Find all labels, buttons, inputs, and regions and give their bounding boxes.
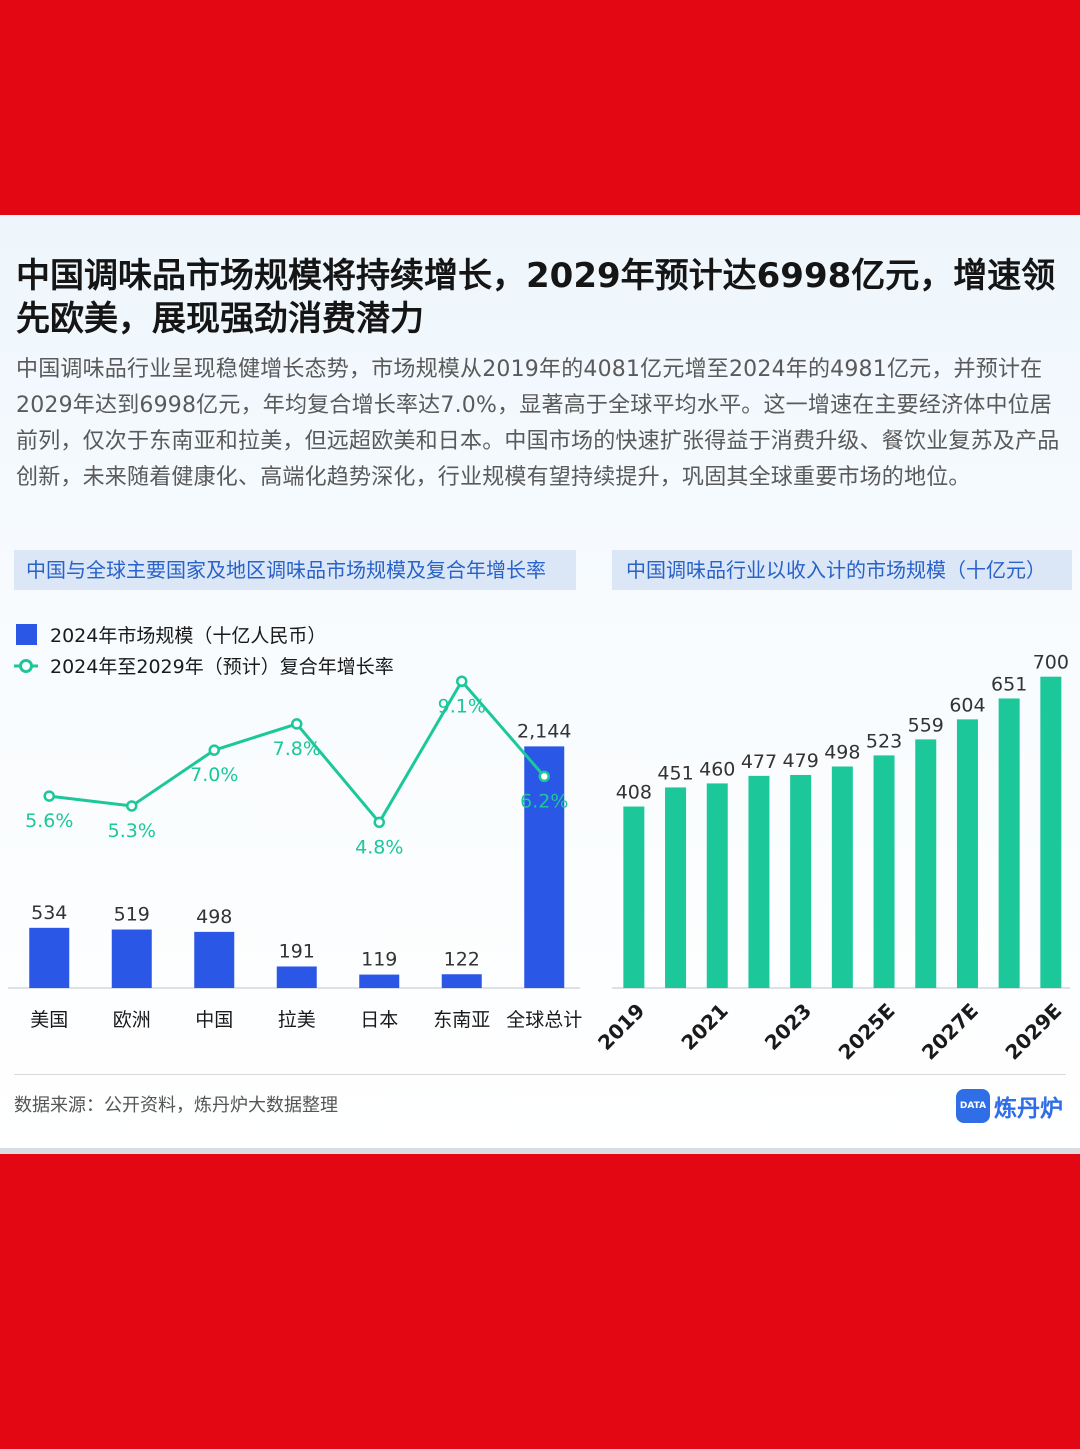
bar-美国 <box>29 927 70 988</box>
page-title: 中国调味品市场规模将持续增长，2029年预计达6998亿元，增速领先欧美，展现强… <box>16 256 1056 339</box>
bar-东南亚 <box>441 974 482 988</box>
bar-2022 <box>748 775 770 988</box>
bar-拉美 <box>276 966 317 988</box>
x-tick-label: 日本 <box>360 1009 398 1031</box>
description-paragraph: 中国调味品行业呈现稳健增长态势，市场规模从2019年的4081亿元增至2024年… <box>16 357 1060 490</box>
bar-2025E <box>873 755 895 988</box>
cagr-point <box>126 800 138 812</box>
bar-2019 <box>623 806 645 988</box>
left-chart-title: 中国与全球主要国家及地区调味品市场规模及复合年增长率 <box>14 550 576 590</box>
bar-value-label: 191 <box>279 940 315 962</box>
cagr-label: 5.3% <box>108 820 156 842</box>
bar-value-label: 523 <box>866 730 902 752</box>
cagr-point <box>208 744 220 756</box>
bar-全球总计 <box>524 746 565 988</box>
charts-canvas: 2024年市场规模（十亿人民币） 2024年至2029年（预计）复合年增长率 5… <box>8 624 1070 1065</box>
left-legend: 2024年市场规模（十亿人民币） 2024年至2029年（预计）复合年增长率 <box>14 624 394 678</box>
bar-value-label: 498 <box>196 906 232 928</box>
x-tick-label: 美国 <box>30 1009 68 1031</box>
bar-value-label: 700 <box>1033 652 1069 674</box>
cagr-label: 7.0% <box>190 764 238 786</box>
brand-logo: DATA 炼丹炉 <box>956 1088 1063 1124</box>
legend-bar-swatch <box>16 624 37 645</box>
bar-value-label: 498 <box>824 742 860 764</box>
bar-value-label: 451 <box>657 762 693 784</box>
bar-value-label: 119 <box>361 949 397 971</box>
logo-icon: DATA <box>956 1089 990 1123</box>
bar-value-label: 460 <box>699 758 735 780</box>
bar-value-label: 408 <box>616 782 652 804</box>
bar-value-label: 559 <box>908 714 944 736</box>
bar-value-label: 534 <box>31 902 67 924</box>
x-tick-label: 中国 <box>195 1009 233 1031</box>
right-chart-title: 中国调味品行业以收入计的市场规模（十亿元） <box>612 550 1072 590</box>
cagr-point <box>373 816 385 829</box>
bar-中国 <box>194 931 235 988</box>
bar-2028E <box>998 698 1020 988</box>
data-source-note: 数据来源：公开资料，炼丹炉大数据整理 <box>14 1095 338 1116</box>
bar-2023 <box>790 774 812 988</box>
bar-日本 <box>359 974 400 988</box>
bar-2020 <box>665 787 687 988</box>
left-chart: 2024年市场规模（十亿人民币） 2024年至2029年（预计）复合年增长率 5… <box>8 624 582 1031</box>
bar-2029E <box>1040 676 1062 988</box>
panel-shadow <box>0 1148 1080 1154</box>
cagr-point <box>456 675 468 687</box>
x-tick-label: 2025E <box>834 999 900 1065</box>
legend-bar-label: 2024年市场规模（十亿人民币） <box>50 625 326 647</box>
bar-value-label: 651 <box>991 673 1027 695</box>
bar-欧洲 <box>111 929 152 988</box>
cagr-label: 7.8% <box>273 738 321 760</box>
x-tick-label: 2029E <box>1000 999 1066 1065</box>
bar-2026E <box>915 739 937 988</box>
bar-value-label: 604 <box>949 694 985 716</box>
bar-value-label: 477 <box>741 751 777 773</box>
footer-divider <box>14 1074 1066 1075</box>
x-tick-label: 2021 <box>676 999 732 1055</box>
x-tick-label: 拉美 <box>278 1009 316 1031</box>
bar-2027E <box>956 719 978 988</box>
x-tick-label: 2023 <box>760 999 816 1055</box>
x-tick-label: 欧洲 <box>113 1009 151 1031</box>
x-tick-label: 2019 <box>593 999 649 1055</box>
x-tick-label: 全球总计 <box>506 1009 582 1031</box>
x-tick-label: 2027E <box>917 999 983 1065</box>
bar-2024 <box>831 766 853 988</box>
bar-value-label: 2,144 <box>517 720 571 742</box>
bar-value-label: 122 <box>444 948 480 970</box>
bar-2021 <box>706 783 728 988</box>
report-card: 中国调味品市场规模将持续增长，2029年预计达6998亿元，增速领先欧美，展现强… <box>0 215 1080 1152</box>
cagr-label: 4.8% <box>355 836 403 858</box>
cagr-point <box>291 718 303 730</box>
cagr-label: 5.6% <box>25 810 73 832</box>
cagr-label: 6.2% <box>520 790 568 812</box>
cagr-label: 9.1% <box>438 695 486 717</box>
bar-value-label: 519 <box>114 904 150 926</box>
bar-value-label: 479 <box>783 750 819 772</box>
x-tick-label: 东南亚 <box>433 1009 490 1031</box>
cagr-point <box>43 790 55 802</box>
cagr-point <box>538 770 550 783</box>
legend-line-marker <box>19 659 33 673</box>
legend-line-label: 2024年至2029年（预计）复合年增长率 <box>50 656 394 678</box>
logo-text: 炼丹炉 <box>994 1096 1063 1122</box>
